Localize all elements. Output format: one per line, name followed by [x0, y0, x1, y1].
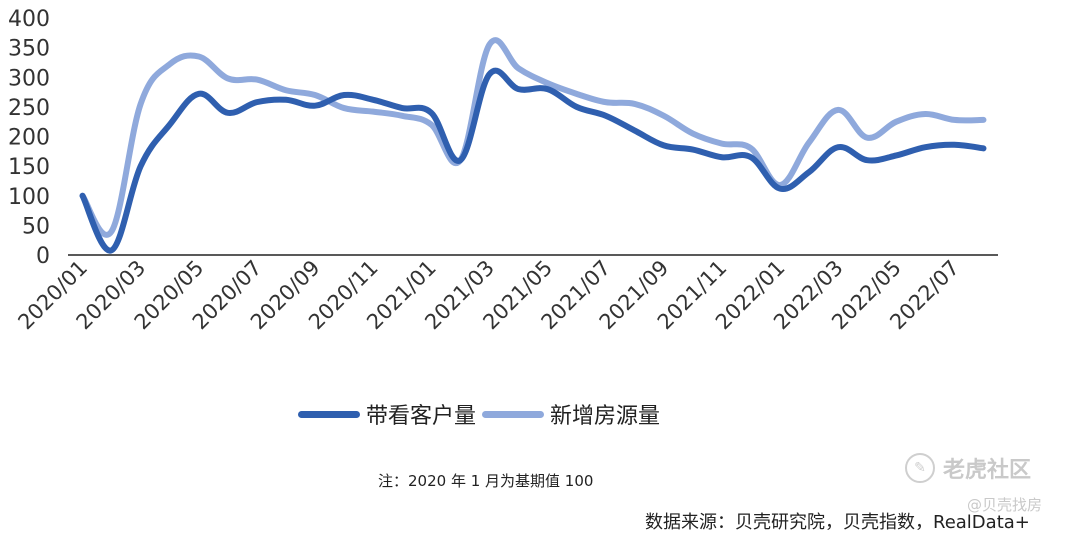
chart-note: 注：2020 年 1 月为基期值 100 [378, 472, 594, 490]
y-tick-label: 200 [8, 126, 50, 151]
legend-swatch-series-0 [298, 410, 360, 418]
legend-item-series-1: 新增房源量 [482, 398, 660, 430]
series-line-1 [79, 37, 987, 238]
watermark-main: ✎ 老虎社区 [905, 452, 1031, 484]
y-tick-label: 300 [8, 66, 50, 91]
watermark-sub: @贝壳找房 [967, 496, 1043, 514]
y-tick-label: 250 [8, 96, 50, 121]
y-tick-label: 150 [8, 155, 50, 180]
data-source: 数据来源：贝壳研究院，贝壳指数，RealData+ [645, 512, 1030, 533]
tiger-logo-icon: ✎ [905, 453, 935, 483]
legend-swatch-series-1 [482, 410, 545, 418]
legend-label-series-0: 带看客户量 [366, 404, 477, 429]
y-tick-label: 100 [8, 185, 50, 210]
y-tick-label: 400 [8, 7, 50, 32]
legend-label-series-1: 新增房源量 [550, 404, 661, 429]
y-tick-label: 0 [36, 244, 50, 269]
series-line-0 [79, 67, 987, 254]
legend-item-series-0: 带看客户量 [298, 398, 476, 430]
line-chart: 0501001502002503003504002020/012020/0320… [8, 7, 998, 334]
y-tick-label: 50 [22, 214, 50, 239]
chart-legend: 带看客户量 新增房源量 [298, 398, 666, 430]
watermark-main-text: 老虎社区 [943, 458, 1032, 483]
y-tick-label: 350 [8, 37, 50, 62]
